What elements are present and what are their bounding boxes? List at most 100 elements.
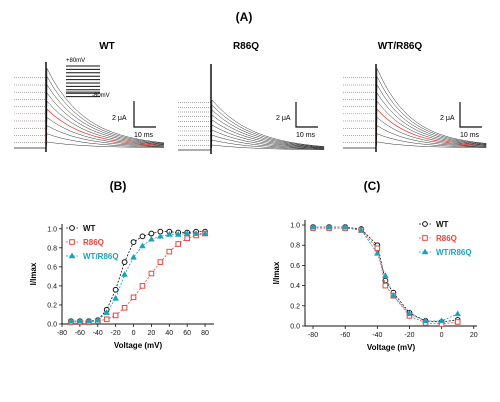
current-trace — [375, 108, 487, 149]
data-point — [130, 239, 137, 245]
legend-label: R86Q — [436, 234, 457, 243]
current-trace — [45, 141, 164, 149]
scale-bar-wtr86q: 2 μA 10 ms — [440, 102, 482, 139]
current-trace — [375, 76, 487, 149]
data-point — [454, 319, 461, 325]
data-point — [183, 230, 191, 236]
current-trace — [210, 119, 325, 151]
y-tick-label: 0.6 — [47, 264, 57, 271]
data-point — [139, 242, 146, 249]
series-wtr86q — [309, 223, 462, 324]
data-point — [67, 317, 75, 324]
data-point — [390, 292, 397, 299]
scale-bar-wt: 2 μA 10 ms — [112, 101, 156, 139]
scale-y-label: 2 μA — [440, 115, 455, 122]
fit-line — [70, 233, 206, 322]
current-trace — [45, 133, 164, 149]
fit-line — [70, 233, 206, 323]
current-trace — [45, 83, 164, 149]
scale-bar-r86q: 2 μA 10 ms — [276, 102, 318, 139]
data-point — [103, 316, 110, 323]
current-trace — [210, 144, 325, 151]
current-trace — [45, 75, 164, 149]
y-tick-label: 0.8 — [47, 245, 57, 252]
x-tick-label: -40 — [93, 330, 103, 337]
data-point — [121, 271, 128, 277]
data-point — [157, 259, 164, 265]
fit-line — [313, 226, 458, 322]
current-trace — [45, 100, 164, 149]
y-tick-label: 0.2 — [47, 302, 57, 309]
current-traces-wtr86q — [343, 64, 487, 152]
data-point — [165, 231, 173, 237]
chart-activation: -80 -60 -40 -20 0 20 40 60 80 0.0 0.2 0.4 0.6 0.8 1.0 V… — [29, 224, 214, 350]
x-tick-label: -20 — [111, 330, 121, 337]
x-tick-label: 20 — [148, 330, 156, 337]
panel-label-c: (C) — [364, 179, 381, 193]
x-axis-label: Voltage (mV) — [114, 341, 163, 350]
data-point — [421, 248, 429, 255]
data-point — [69, 239, 75, 245]
legend-label: WT — [83, 224, 96, 233]
data-point — [374, 245, 381, 252]
protocol-high-label: +80mV — [66, 58, 85, 64]
x-tick-label: 20 — [470, 332, 478, 339]
data-point — [148, 235, 155, 242]
current-trace — [375, 116, 487, 149]
data-point — [76, 317, 84, 324]
current-trace — [210, 104, 325, 151]
data-point — [422, 221, 428, 227]
legend-label: R86Q — [83, 238, 104, 247]
data-point — [166, 248, 173, 255]
current-trace — [45, 92, 164, 149]
data-point — [139, 283, 146, 289]
scale-x-label: 10 ms — [296, 132, 316, 139]
current-trace — [375, 100, 487, 149]
y-tick-label: 1.0 — [47, 226, 57, 233]
data-point — [112, 286, 119, 293]
x-tick-label: -40 — [372, 332, 382, 339]
scale-y-label: 2 μA — [276, 115, 291, 122]
trace-title-wt: WT — [99, 41, 115, 52]
data-point — [184, 235, 190, 242]
panel-label-a: (A) — [236, 10, 253, 24]
current-trace — [210, 139, 325, 151]
current-trace — [45, 125, 164, 149]
data-point — [325, 223, 333, 230]
current-trace — [375, 125, 487, 149]
y-tick-label: 1.0 — [290, 223, 300, 230]
current-trace — [45, 116, 164, 149]
x-tick-label: 80 — [201, 330, 209, 337]
scale-x-label: 10 ms — [134, 132, 154, 139]
current-trace — [210, 124, 325, 151]
data-point — [422, 235, 428, 241]
data-point — [69, 225, 75, 231]
series-wtr86q — [67, 230, 209, 324]
data-point — [112, 312, 119, 319]
fit-line — [313, 227, 458, 325]
x-tick-label: -20 — [404, 332, 414, 339]
trace-title-r86q: R86Q — [233, 41, 259, 52]
data-point — [85, 317, 93, 324]
data-point — [121, 259, 128, 265]
current-trace — [45, 68, 164, 149]
data-point — [374, 249, 381, 256]
chart-inactivation: -80 -60 -40 -20 0 20 0.0 0.2 0.4 0.6 0.8 1.0 Voltage… — [272, 220, 478, 352]
data-point — [174, 231, 182, 237]
data-point — [157, 232, 164, 239]
protocol-low-label: -80mV — [92, 93, 110, 99]
data-point — [406, 310, 413, 317]
trace-title-wtr86q: WT/R86Q — [378, 41, 423, 52]
legend: WT R86Q WT/R86Q — [66, 224, 119, 261]
current-trace — [210, 109, 325, 151]
current-trace — [210, 99, 325, 151]
current-trace — [375, 141, 487, 149]
data-point — [148, 270, 155, 277]
current-trace — [375, 92, 487, 149]
data-point — [175, 241, 182, 247]
y-tick-label: 0.0 — [47, 322, 57, 329]
voltage-protocol-inset: +80mV -80mV — [66, 58, 110, 99]
x-tick-label: 60 — [183, 330, 191, 337]
data-point — [454, 310, 462, 317]
y-axis-label: I/Imax — [29, 262, 38, 285]
